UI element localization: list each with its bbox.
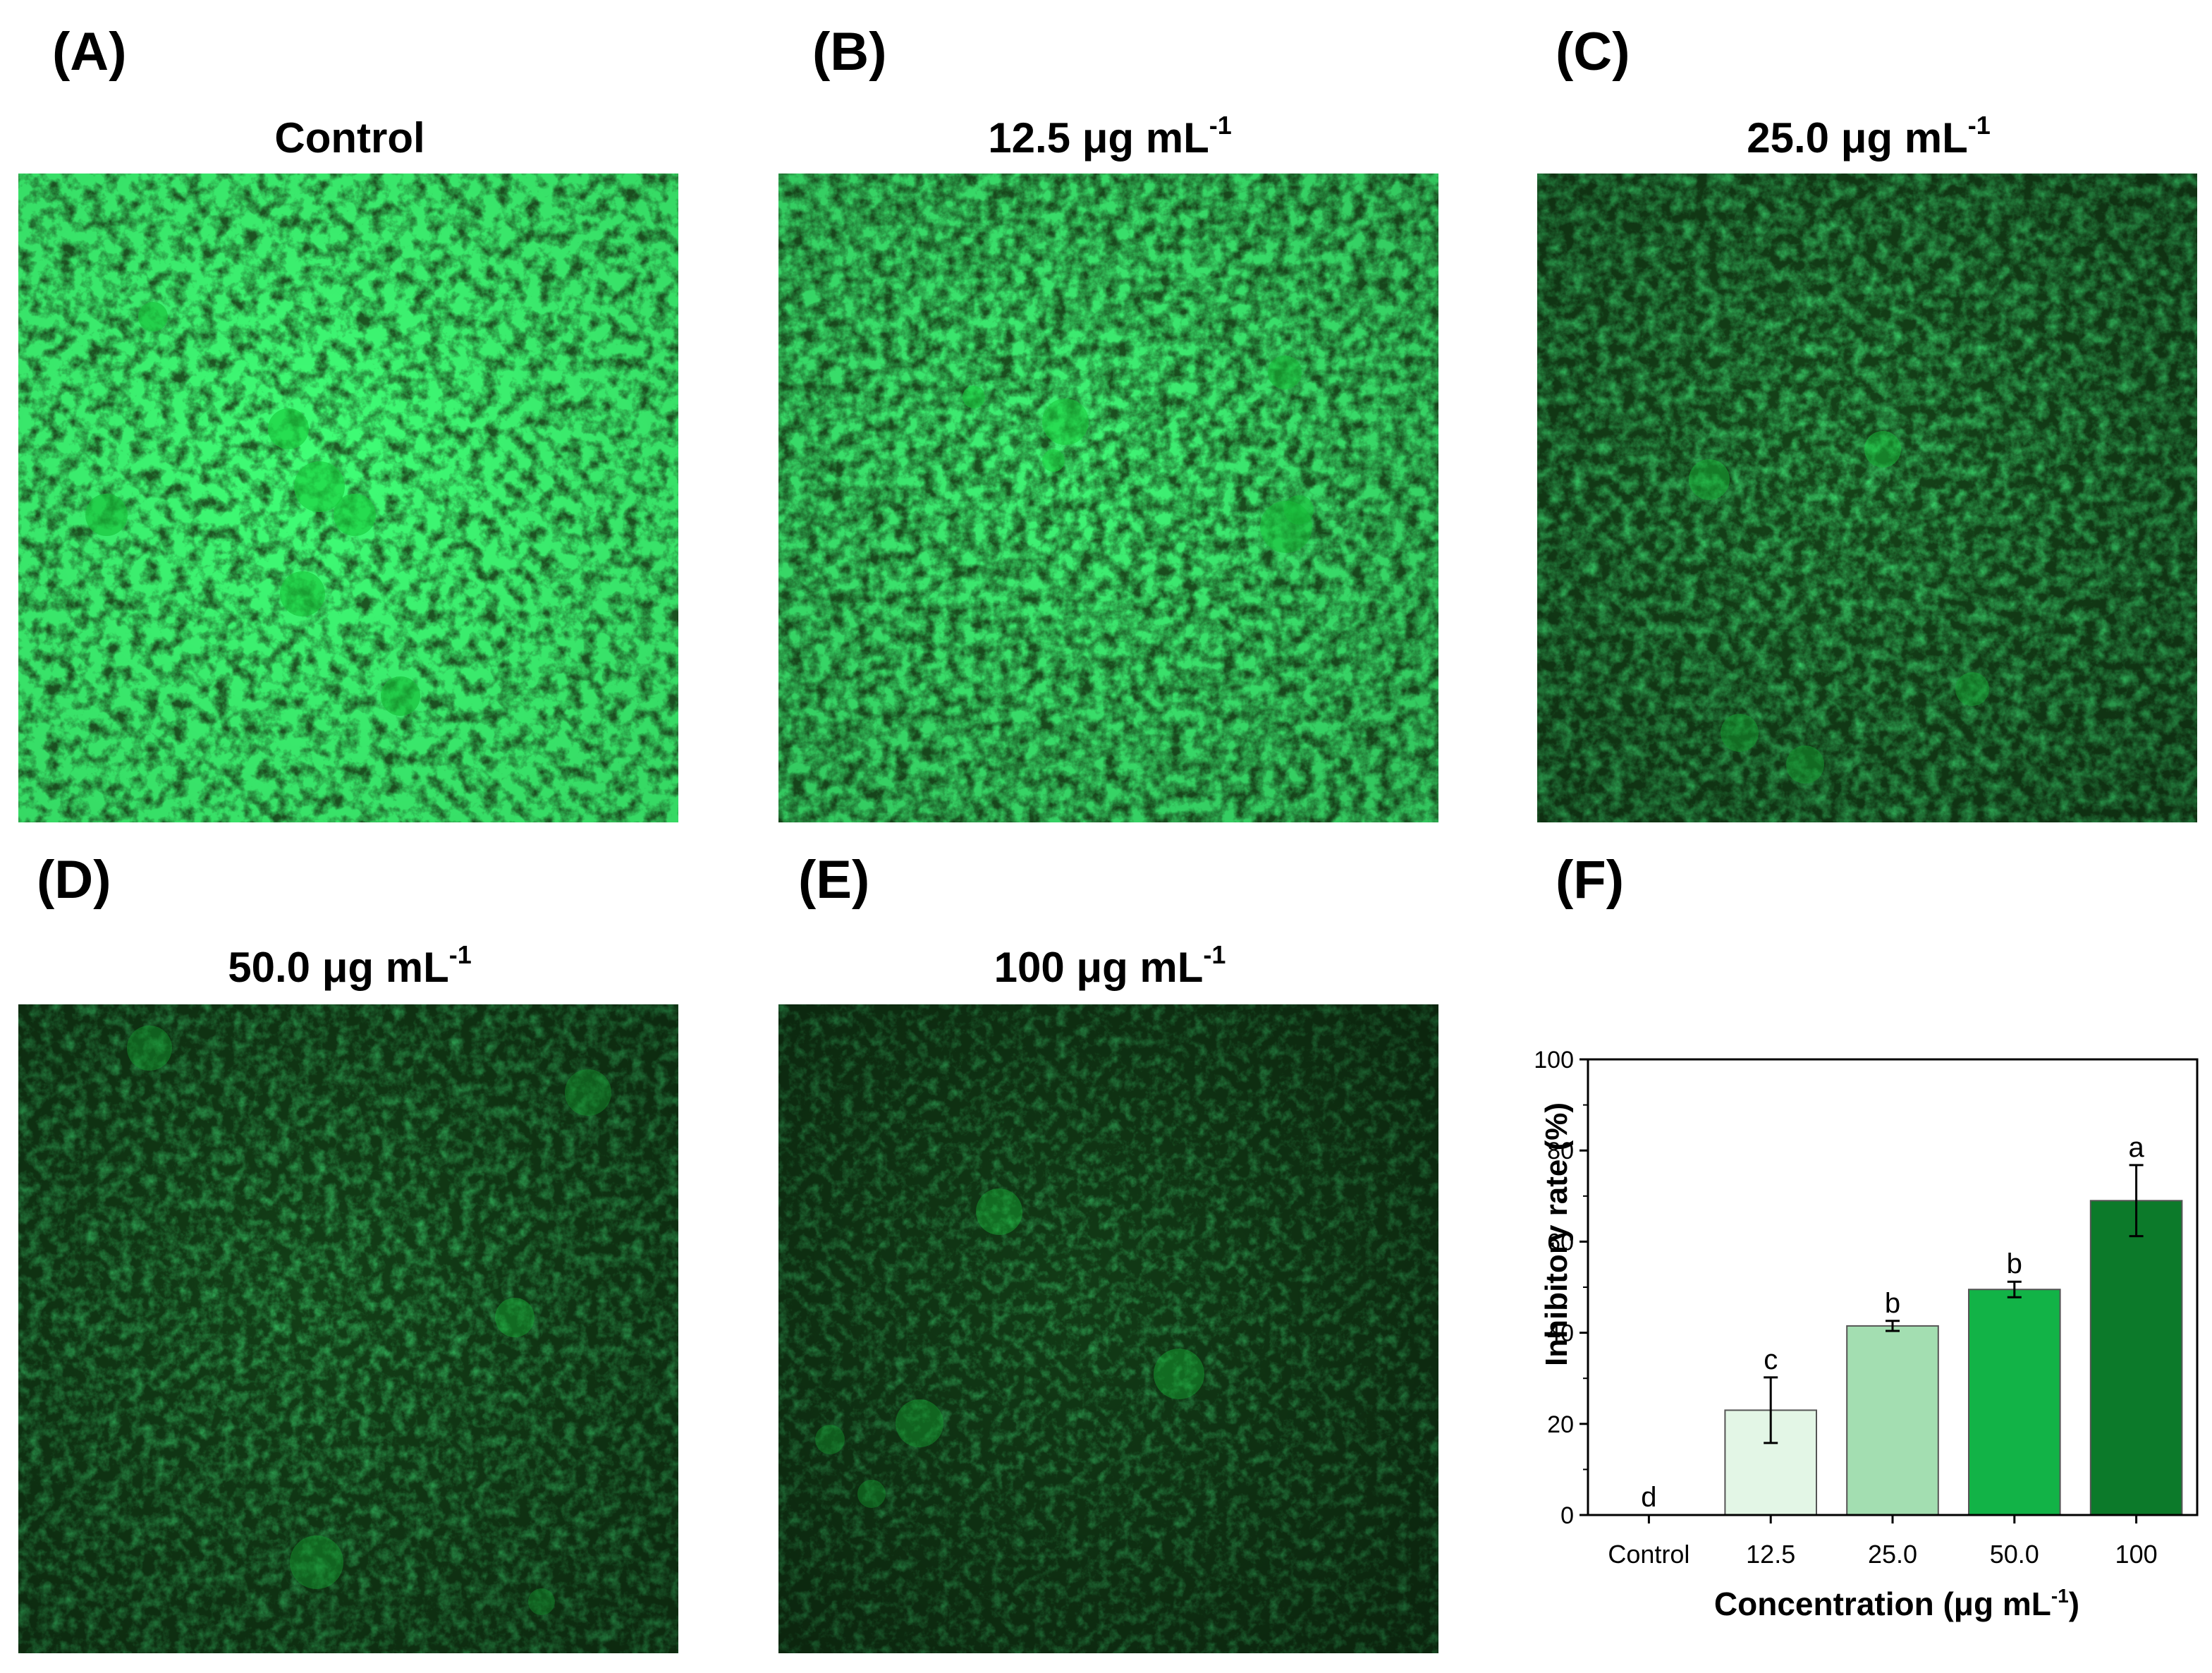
panel-title-d-sup: -1: [448, 940, 472, 969]
micrograph-50-0: [18, 1004, 678, 1653]
micrograph-12-5: [778, 174, 1438, 822]
chart-y-tick-label-3: 60: [1547, 1229, 1574, 1255]
chart-y-axis-label: Inhibitory rate (%): [1539, 1102, 1574, 1366]
chart-significance-label-2: b: [1885, 1288, 1900, 1319]
chart-x-tick-label-3: 50.0: [1990, 1540, 2039, 1569]
chart-error-bar-1: [1764, 1376, 1778, 1444]
panel-title-a: Control: [18, 117, 681, 159]
panel-title-d-text: 50.0 μg mL: [228, 944, 449, 991]
panel-letter-b: (B): [812, 22, 887, 82]
micrograph-25-0: [1537, 174, 2197, 822]
chart-y-tick-label-1: 20: [1547, 1411, 1574, 1438]
chart-x-axis-label-main: Concentration (μg mL: [1714, 1586, 2051, 1622]
chart-bar-4: [2089, 1200, 2183, 1516]
panel-title-a-text: Control: [274, 114, 425, 162]
inhibitory-rate-bar-chart: d c b b a 0 20 40 60 80 100 Control 12.5 25.0 50.0 10…: [1534, 1047, 2199, 1622]
panel-title-e-sup: -1: [1203, 940, 1226, 969]
panel-title-b-text: 12.5 μg mL: [988, 114, 1209, 162]
panel-letter-f: (F): [1556, 850, 1625, 910]
panel-title-c-text: 25.0 μg mL: [1747, 114, 1968, 162]
panel-letter-e: (E): [798, 850, 870, 910]
chart-x-axis-label-sup: -1: [2051, 1585, 2069, 1607]
panel-letter-c: (C): [1556, 22, 1630, 82]
chart-x-tick-label-2: 25.0: [1868, 1540, 1917, 1569]
chart-bar-3: [1968, 1289, 2061, 1516]
panel-title-e: 100 μg mL-1: [778, 942, 1441, 991]
chart-y-tick-label-5: 100: [1534, 1047, 1574, 1073]
panel-letter-d: (D): [37, 850, 111, 910]
chart-y-tick-label-0: 0: [1560, 1502, 1574, 1529]
panel-title-b: 12.5 μg mL-1: [778, 113, 1441, 162]
chart-error-bar-4: [2129, 1164, 2144, 1238]
chart-error-bar-3: [2007, 1280, 2022, 1298]
chart-x-tick-label-4: 100: [2115, 1540, 2158, 1569]
chart-significance-label-3: b: [2007, 1248, 2022, 1279]
panel-title-d: 50.0 μg mL-1: [18, 942, 681, 991]
micrograph-control: [18, 174, 678, 822]
chart-significance-label-4: a: [2128, 1132, 2144, 1163]
chart-significance-label-0: d: [1641, 1482, 1656, 1513]
chart-x-axis-label-close: ): [2069, 1586, 2079, 1622]
chart-x-tick-label-1: 12.5: [1746, 1540, 1795, 1569]
chart-bar-2: [1846, 1325, 1939, 1516]
panel-title-c-sup: -1: [1967, 111, 1991, 140]
chart-error-bar-2: [1886, 1320, 1900, 1332]
panel-title-b-sup: -1: [1209, 111, 1232, 140]
chart-y-tick-label-4: 80: [1547, 1138, 1574, 1164]
micrograph-100: [778, 1004, 1438, 1653]
chart-x-tick-label-0: Control: [1608, 1540, 1689, 1569]
chart-significance-label-1: c: [1764, 1344, 1778, 1375]
panel-title-c: 25.0 μg mL-1: [1537, 113, 2200, 162]
chart-x-axis-label: Concentration (μg mL-1): [1714, 1585, 2079, 1622]
chart-y-tick-label-2: 40: [1547, 1320, 1574, 1347]
panel-letter-a: (A): [52, 22, 127, 82]
panel-title-e-text: 100 μg mL: [994, 944, 1204, 991]
